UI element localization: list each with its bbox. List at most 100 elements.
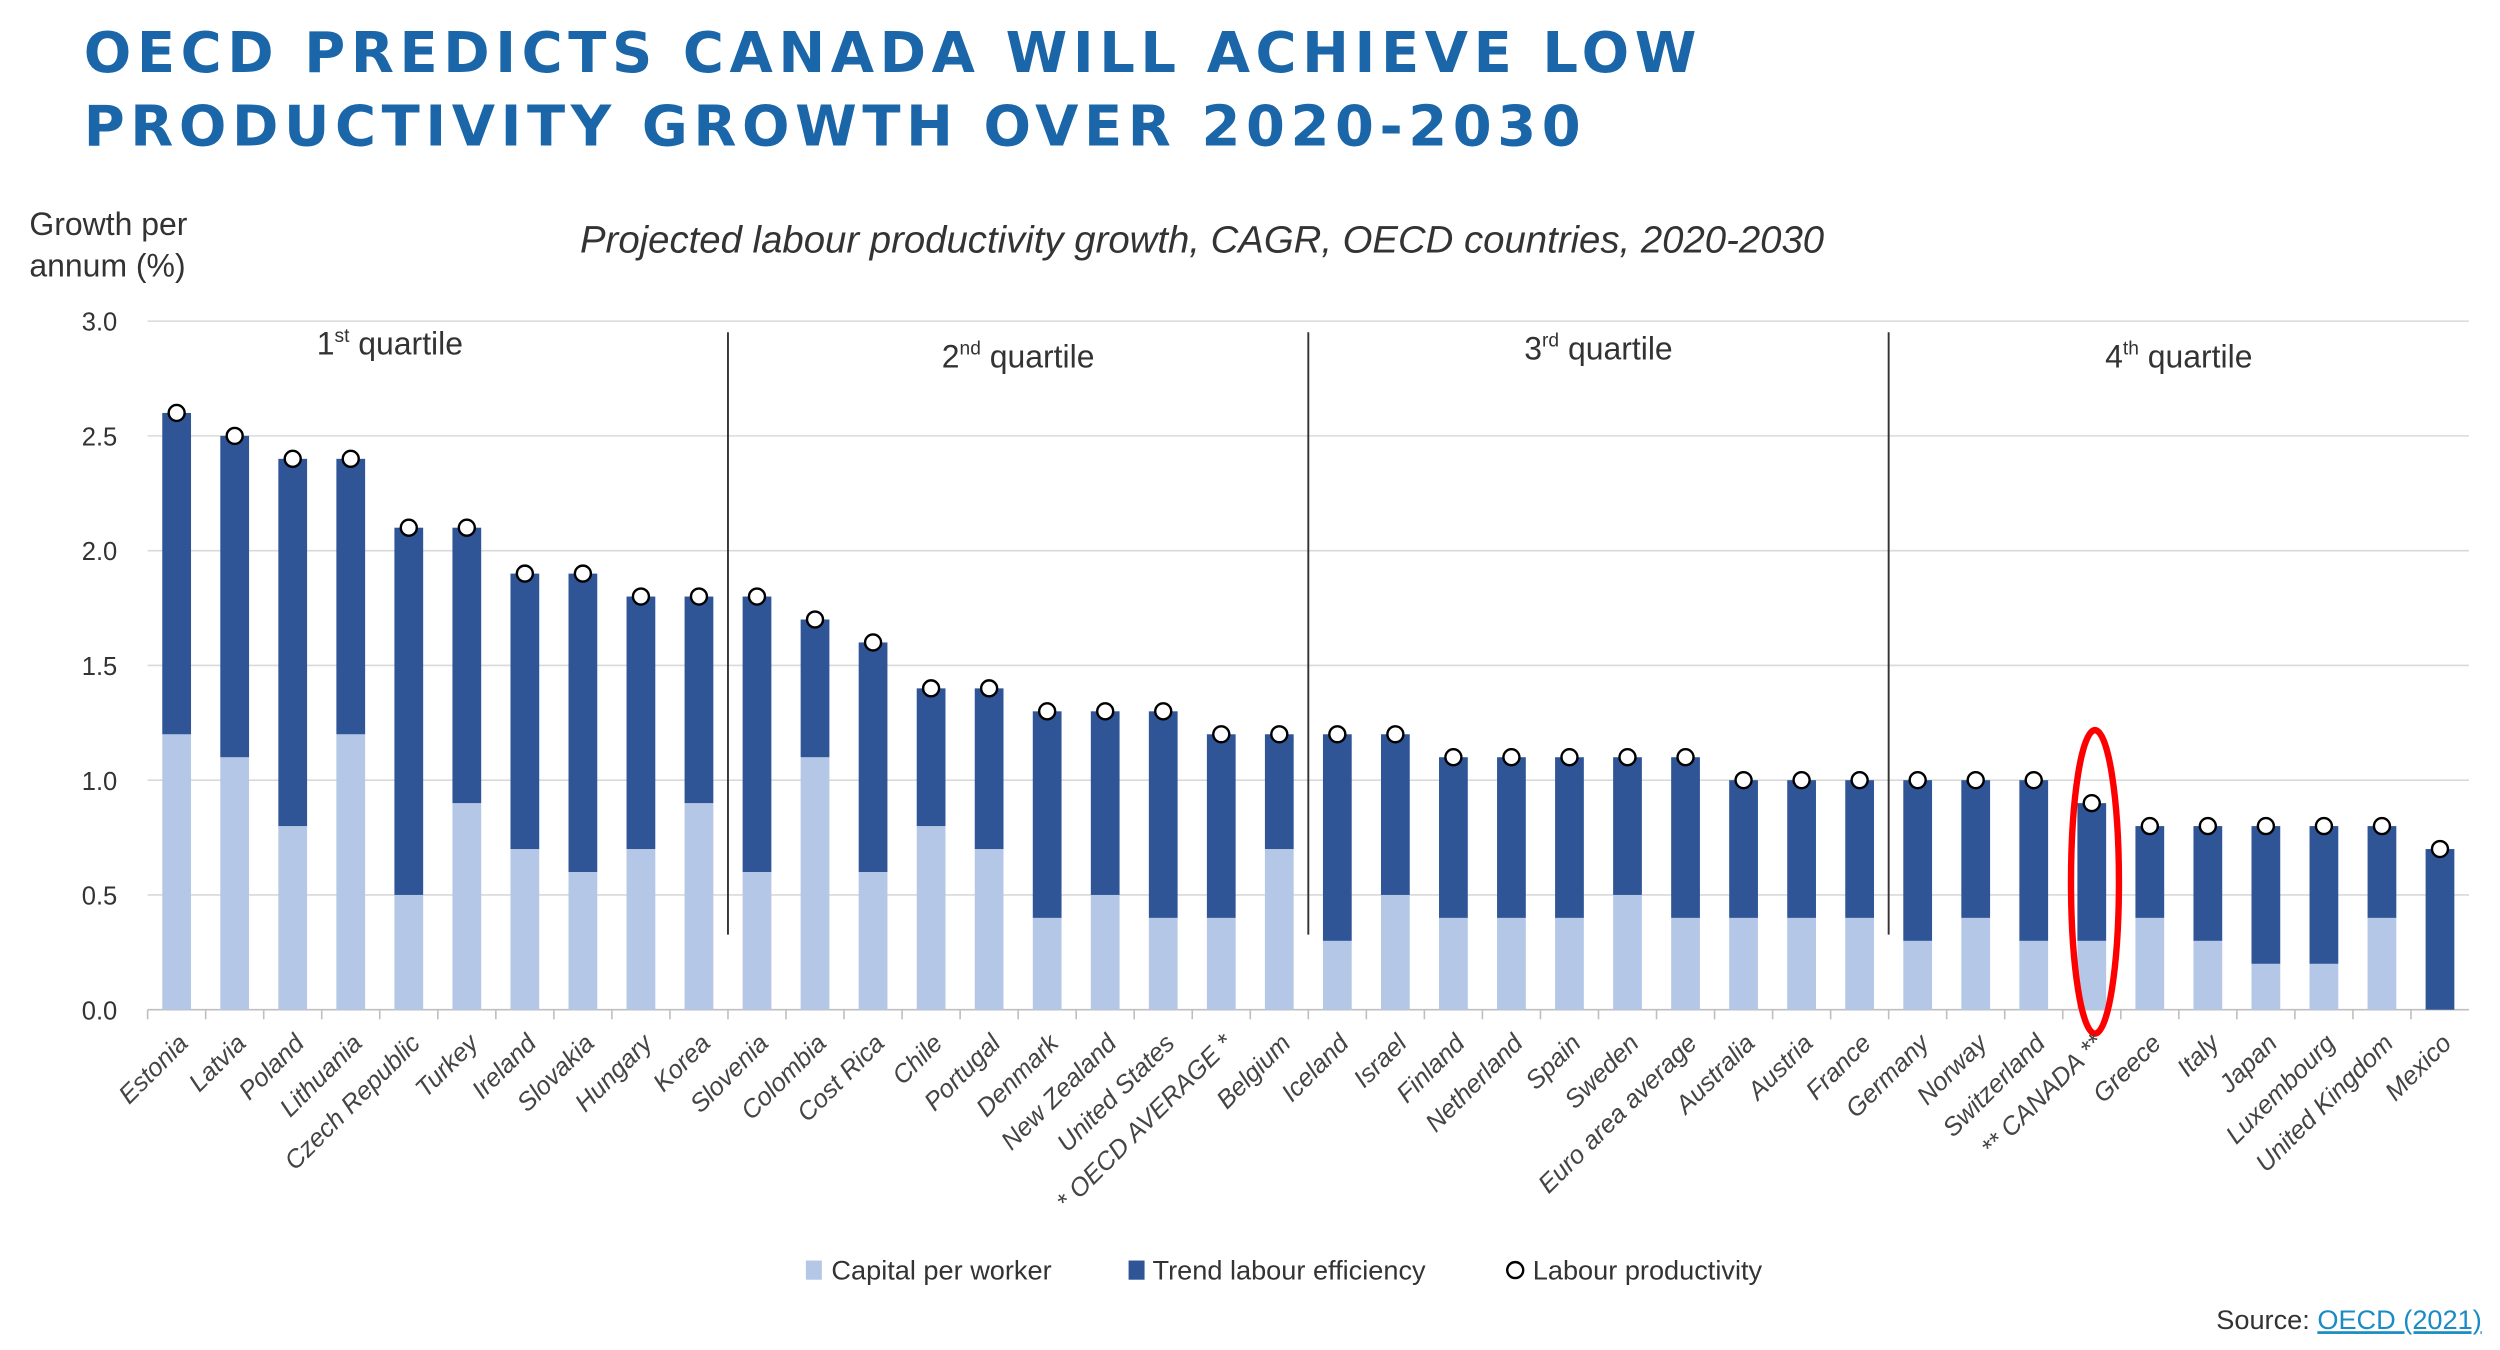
bar-capital-per-worker: [1090, 894, 1120, 1010]
bar-capital-per-worker: [510, 849, 540, 1010]
canada-highlight-ellipse: [2067, 726, 2123, 1037]
bar-capital-per-worker: [1148, 917, 1178, 1010]
bar-trend-labour-efficiency: [1961, 780, 1991, 918]
bar-capital-per-worker: [858, 871, 888, 1010]
legend-swatch-trend: [1128, 1260, 1145, 1280]
bar-capital-per-worker: [1613, 894, 1642, 1010]
bar-trend-labour-efficiency: [2019, 780, 2049, 941]
quartile-label: 3rd quartile: [1524, 330, 1672, 366]
marker-labour-productivity: [2256, 816, 2276, 836]
marker-labour-productivity: [1908, 770, 1927, 790]
legend-swatch-capital: [805, 1260, 822, 1280]
marker-labour-productivity: [1966, 770, 1985, 790]
marker-labour-productivity: [631, 587, 651, 606]
bar-trend-labour-efficiency: [1090, 711, 1120, 895]
marker-labour-productivity: [1850, 770, 1869, 790]
y-tick-label: 3.0: [82, 309, 118, 337]
source-link[interactable]: OECD (2021): [2317, 1304, 2481, 1335]
bar-capital-per-worker: [1322, 940, 1352, 1010]
bar-trend-labour-efficiency: [1787, 780, 1816, 918]
bar-capital-per-worker: [1032, 917, 1062, 1010]
bar-capital-per-worker: [1264, 849, 1294, 1010]
bar-trend-labour-efficiency: [2077, 803, 2107, 941]
bar-trend-labour-efficiency: [742, 596, 772, 872]
marker-labour-productivity: [2372, 816, 2392, 836]
bar-trend-labour-efficiency: [1032, 711, 1062, 918]
y-tick-label: 1.5: [82, 653, 118, 681]
bar-capital-per-worker: [742, 871, 772, 1010]
bar-trend-labour-efficiency: [1903, 780, 1933, 941]
legend-capital: Capital per worker: [831, 1255, 1051, 1286]
bar-trend-labour-efficiency: [510, 573, 540, 850]
bar-trend-labour-efficiency: [1148, 711, 1178, 918]
bars: [162, 403, 2455, 1037]
quartile-label: 1st quartile: [317, 326, 463, 362]
marker-labour-productivity: [1676, 748, 1695, 767]
bar-capital-per-worker: [1380, 894, 1410, 1010]
marker-labour-productivity: [2198, 816, 2218, 836]
bar-capital-per-worker: [1497, 917, 1526, 1010]
bar-trend-labour-efficiency: [684, 596, 714, 804]
bar-capital-per-worker: [916, 826, 946, 1010]
bar-capital-per-worker: [1961, 917, 1991, 1010]
quartile-markers: 1st quartile 2nd quartile 3rd quartile 4th …: [317, 326, 2253, 935]
marker-labour-productivity: [457, 518, 477, 537]
bar-trend-labour-efficiency: [858, 642, 888, 872]
bar-capital-per-worker: [1206, 917, 1236, 1010]
marker-labour-productivity: [689, 587, 709, 606]
bar-capital-per-worker: [162, 734, 192, 1010]
bar-trend-labour-efficiency: [1671, 757, 1700, 918]
title-line-2: PRODUCTIVITY GROWTH OVER 2020-2030: [84, 94, 1587, 159]
y-tick-label: 2.0: [82, 538, 118, 566]
bar-trend-labour-efficiency: [278, 458, 308, 827]
bar-trend-labour-efficiency: [1555, 757, 1584, 918]
bar-capital-per-worker: [974, 849, 1004, 1010]
marker-labour-productivity: [1037, 702, 1057, 721]
title-line-1: OECD PREDICTS CANADA WILL ACHIEVE LOW: [84, 21, 1702, 86]
marker-labour-productivity: [573, 564, 593, 583]
bar-trend-labour-efficiency: [2251, 826, 2281, 964]
marker-labour-productivity: [283, 449, 302, 469]
marker-labour-productivity: [1096, 702, 1115, 721]
bar-capital-per-worker: [2193, 940, 2223, 1010]
bar-trend-labour-efficiency: [2193, 826, 2223, 941]
bar-capital-per-worker: [2019, 940, 2049, 1010]
bar-capital-per-worker: [1787, 917, 1816, 1010]
bar-trend-labour-efficiency: [568, 573, 598, 872]
bar-trend-labour-efficiency: [1206, 734, 1236, 918]
marker-labour-productivity: [1270, 725, 1289, 744]
y-tick-label: 0.5: [82, 883, 118, 911]
chart-subtitle: Projected labour productivity growth, CA…: [580, 218, 1824, 261]
source-prefix: Source:: [2216, 1304, 2317, 1335]
quartile-label: 2nd quartile: [942, 338, 1095, 374]
bar-capital-per-worker: [2309, 963, 2339, 1010]
marker-labour-productivity: [1154, 702, 1173, 721]
category-label: Estonia: [114, 1029, 194, 1109]
y-tick-label: 0.0: [82, 997, 118, 1025]
bar-trend-labour-efficiency: [2309, 826, 2339, 964]
marker-labour-productivity: [1792, 770, 1811, 790]
bar-capital-per-worker: [1903, 940, 1933, 1010]
bar-trend-labour-efficiency: [220, 435, 250, 758]
bar-capital-per-worker: [1439, 917, 1468, 1010]
marker-labour-productivity: [1734, 770, 1753, 790]
bar-trend-labour-efficiency: [1322, 734, 1352, 941]
marker-labour-productivity: [1502, 748, 1521, 767]
bar-capital-per-worker: [684, 803, 714, 1010]
bar-trend-labour-efficiency: [974, 688, 1004, 850]
bar-capital-per-worker: [1729, 917, 1758, 1010]
legend-marker-productivity: [1506, 1260, 1525, 1280]
bar-capital-per-worker: [1555, 917, 1584, 1010]
marker-labour-productivity: [515, 564, 535, 583]
bar-trend-labour-efficiency: [800, 619, 830, 758]
marker-labour-productivity: [1328, 725, 1347, 744]
bar-trend-labour-efficiency: [1497, 757, 1526, 918]
marker-labour-productivity: [399, 518, 418, 537]
bar-trend-labour-efficiency: [1439, 757, 1468, 918]
marker-labour-productivity: [2024, 770, 2043, 790]
marker-labour-productivity: [167, 403, 186, 423]
bar-trend-labour-efficiency: [394, 527, 424, 895]
bar-capital-per-worker: [278, 826, 308, 1010]
marker-labour-productivity: [341, 449, 360, 469]
